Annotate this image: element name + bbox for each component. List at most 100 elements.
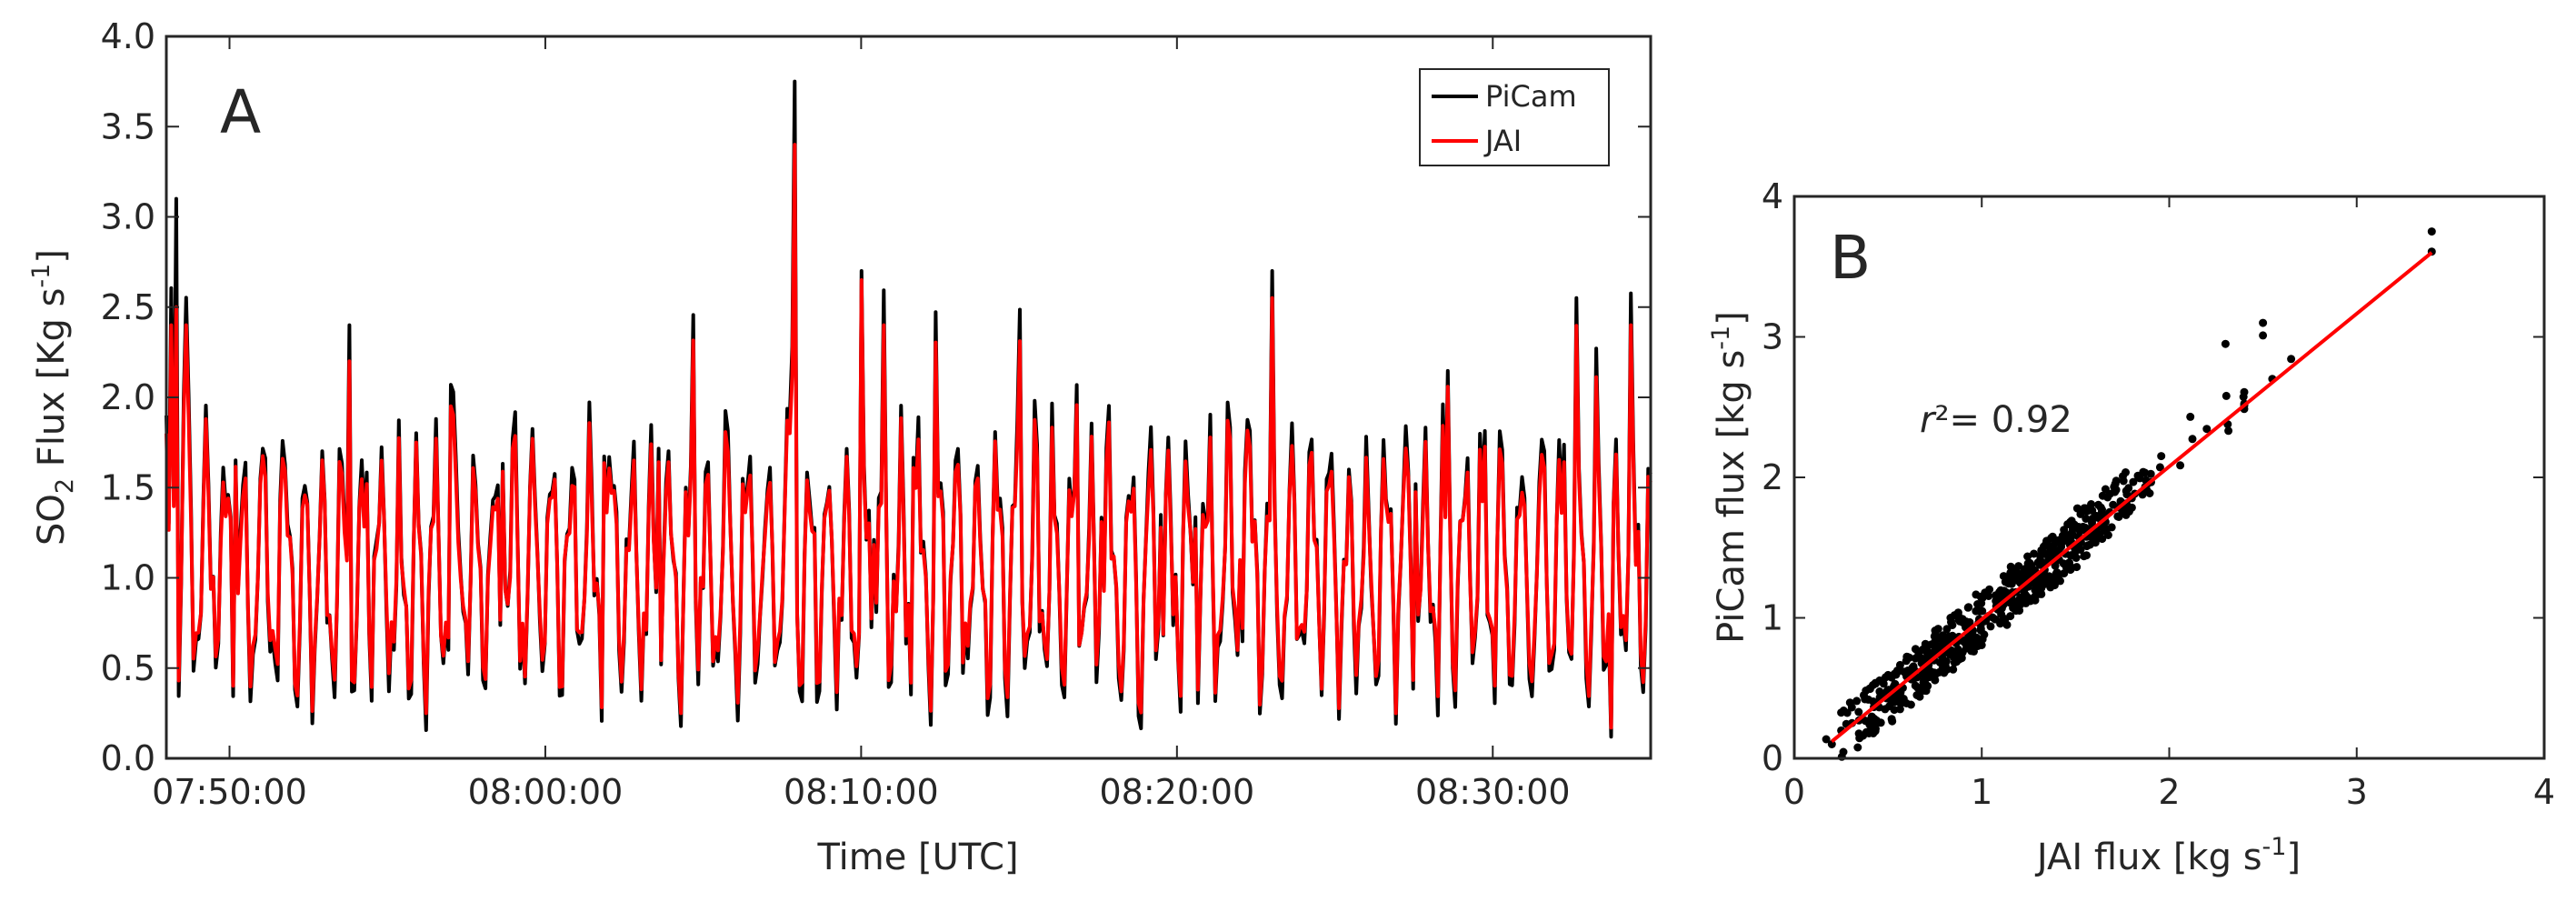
scatter-point [2025,558,2034,567]
panel-b-y-tick-label: 0 [1762,738,1783,778]
scatter-point [2427,227,2436,236]
scatter-point [1976,626,1985,635]
scatter-point [1854,729,1863,738]
scatter-point [1869,723,1878,732]
panel-b-x-tick-label: 4 [2533,772,2555,812]
panel-b-x-tick-label: 3 [2346,772,2368,812]
scatter-point [1890,669,1899,678]
panel-a-y-tick-label: 0.5 [101,648,155,688]
scatter-point [1963,603,1972,612]
scatter-point [2013,576,2022,586]
scatter-point [1899,695,1908,703]
scatter-point [2259,318,2268,327]
panel-a-x-tick-label: 08:00:00 [468,772,624,812]
scatter-point [1924,673,1933,682]
scatter-point [2023,552,2032,561]
scatter-point [1872,679,1880,688]
scatter-point [1900,667,1909,676]
panel-a-letter: A [220,77,261,147]
scatter-point [2135,474,2144,483]
scatter-point [1931,626,1940,635]
scatter-point [1981,588,1990,597]
scatter-point [2186,412,2195,421]
scatter-point [1887,715,1896,724]
scatter-point [2138,490,2147,499]
scatter-point [2092,511,2101,520]
panel-b-ticks: 0 1 2 3 4 0 1 2 3 4 [1762,176,2555,812]
panel-a-y-tick-label: 1.5 [101,467,155,507]
scatter-point [1953,645,1962,654]
scatter-point [1862,727,1871,737]
panel-a-y-tick-label: 2.5 [101,287,155,327]
scatter-point [2082,551,2091,560]
scatter-point [2202,425,2212,434]
scatter-point [2157,452,2166,461]
scatter-point [1889,694,1898,703]
scatter-point [1920,681,1929,690]
panel-b-y-tick-label: 4 [1762,176,1783,216]
scatter-point [1949,665,1958,674]
scatter-point [2114,513,2123,521]
scatter-point [1837,708,1846,717]
scatter-point [1895,705,1904,714]
scatter-point [2052,573,2062,582]
legend-label-picam: PiCam [1485,79,1577,114]
panel-a-x-label: Time [UTC] [816,837,1018,878]
panel-b-y-tick-label: 2 [1762,457,1783,497]
panel-a-legend: PiCam JAI [1419,68,1610,166]
panel-a: 0.0 0.5 1.0 1.5 2.0 2.5 3.0 3.5 4.0 07:50:00 08:00… [27,16,1652,878]
scatter-point [2066,517,2075,526]
legend-label-jai: JAI [1483,124,1522,158]
scatter-point [1973,600,1982,608]
panel-a-x-tick-label: 08:30:00 [1415,772,1571,812]
panel-b-y-tick-label: 3 [1762,317,1783,357]
legend-box [1419,68,1610,166]
r-squared-annotation: r²= 0.92 [1920,399,2072,441]
panel-b-y-label: PiCam flux [kg s-1] [1707,311,1752,644]
scatter-point [1953,608,1962,617]
scatter-point [2076,546,2085,554]
scatter-point [2082,506,2092,516]
panel-b-x-tick-label: 2 [2158,772,2180,812]
scatter-point [2098,491,2107,500]
scatter-point [1997,616,2006,626]
scatter-point [2017,593,2026,602]
panel-a-y-tick-label: 3.5 [101,106,155,146]
scatter-point [2075,526,2084,536]
scatter-point [1992,591,2001,600]
panel-a-series [165,79,1652,739]
scatter-point [2088,518,2096,527]
scatter-point [1883,670,1892,679]
scatter-point [2068,525,2077,534]
panel-a-y-label: SO2 Flux [Kg s-1] [27,249,79,546]
scatter-point [1986,622,1995,631]
scatter-point [1947,646,1956,655]
scatter-point [1957,654,1966,663]
scatter-point [2030,549,2039,558]
scatter-point [2015,606,2024,615]
scatter-point [2082,542,2092,551]
scatter-point [1963,620,1972,629]
series-jai-line [165,143,1652,730]
scatter-point [2124,484,2133,493]
scatter-point [2141,468,2150,477]
scatter-point [1870,715,1879,723]
scatter-point [2006,562,2015,571]
panel-a-y-tick-label: 2.0 [101,377,155,417]
scatter-point [2287,355,2296,364]
panel-b-x-tick-label: 1 [1971,772,1992,812]
scatter-point [2042,536,2051,546]
scatter-point [2044,572,2053,581]
scatter-point [1991,615,2000,624]
scatter-point [1911,681,1920,690]
scatter-point [2111,479,2120,488]
scatter-point [2239,393,2248,401]
scatter-point [1972,606,1981,616]
scatter-point [2188,435,2197,444]
scatter-point [1861,695,1870,704]
scatter-point [1876,718,1885,727]
scatter-point [1853,743,1862,752]
panel-a-x-tick-label: 07:50:00 [152,772,307,812]
